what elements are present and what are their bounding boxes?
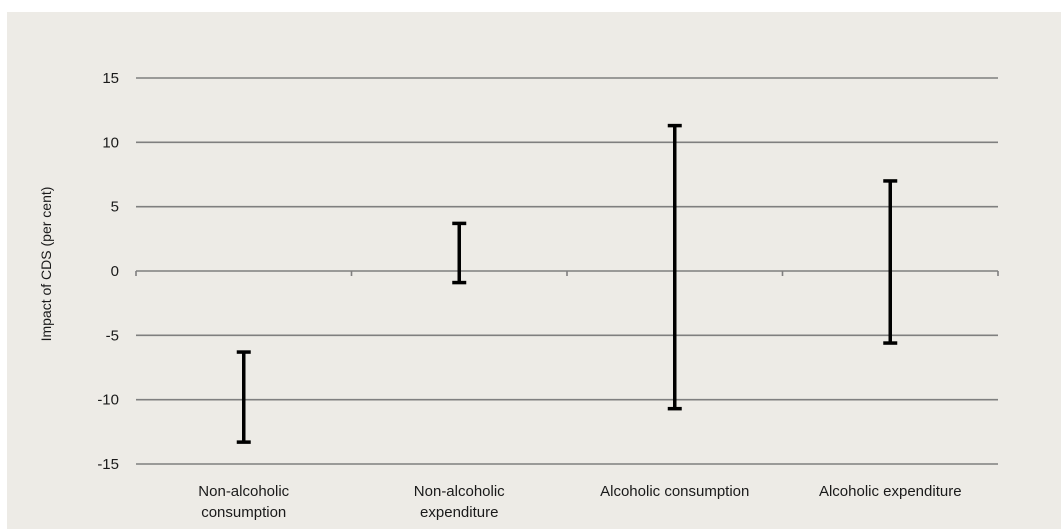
category-label-line: Alcoholic consumption (600, 483, 749, 500)
category-label: Non-alcoholic expenditure (414, 483, 505, 521)
error-bar (883, 179, 898, 345)
error-bar (452, 221, 467, 285)
error-bar (667, 123, 682, 411)
x-axis-ticks (135, 271, 999, 276)
category-label-line: expenditure (420, 504, 498, 521)
error-bars (236, 123, 898, 444)
y-tick-label: 15 (102, 70, 119, 87)
gridlines (136, 77, 998, 465)
category-label-line: Non-alcoholic (414, 483, 505, 500)
category-label: Alcoholic consumption (600, 483, 749, 500)
y-tick-label: 5 (111, 199, 119, 216)
category-labels: Non-alcoholic consumption Non-alcoholic exp… (198, 483, 961, 521)
y-tick-label: -10 (97, 392, 119, 409)
y-tick-label: -5 (106, 327, 119, 344)
y-tick-labels: 15 10 5 0 -5 -10 -15 (97, 70, 119, 473)
error-bar-chart: Impact of CDS (per cent) 151050-5-10-15 … (38, 70, 999, 521)
y-tick-label: 0 (111, 263, 119, 280)
y-axis-title: Impact of CDS (per cent) (38, 187, 54, 342)
category-label-line: Alcoholic expenditure (819, 483, 962, 500)
category-label: Alcoholic expenditure (819, 483, 962, 500)
category-label-line: Non-alcoholic (198, 483, 289, 500)
y-tick-label: 10 (102, 134, 119, 151)
error-bar (236, 350, 251, 444)
chart-panel: Impact of CDS (per cent) 15 10 5 0 -5 -10 -15 … (7, 12, 1061, 529)
y-tick-label: -15 (97, 456, 119, 473)
category-label-line: consumption (201, 504, 286, 521)
category-label: Non-alcoholic consumption (198, 483, 289, 521)
